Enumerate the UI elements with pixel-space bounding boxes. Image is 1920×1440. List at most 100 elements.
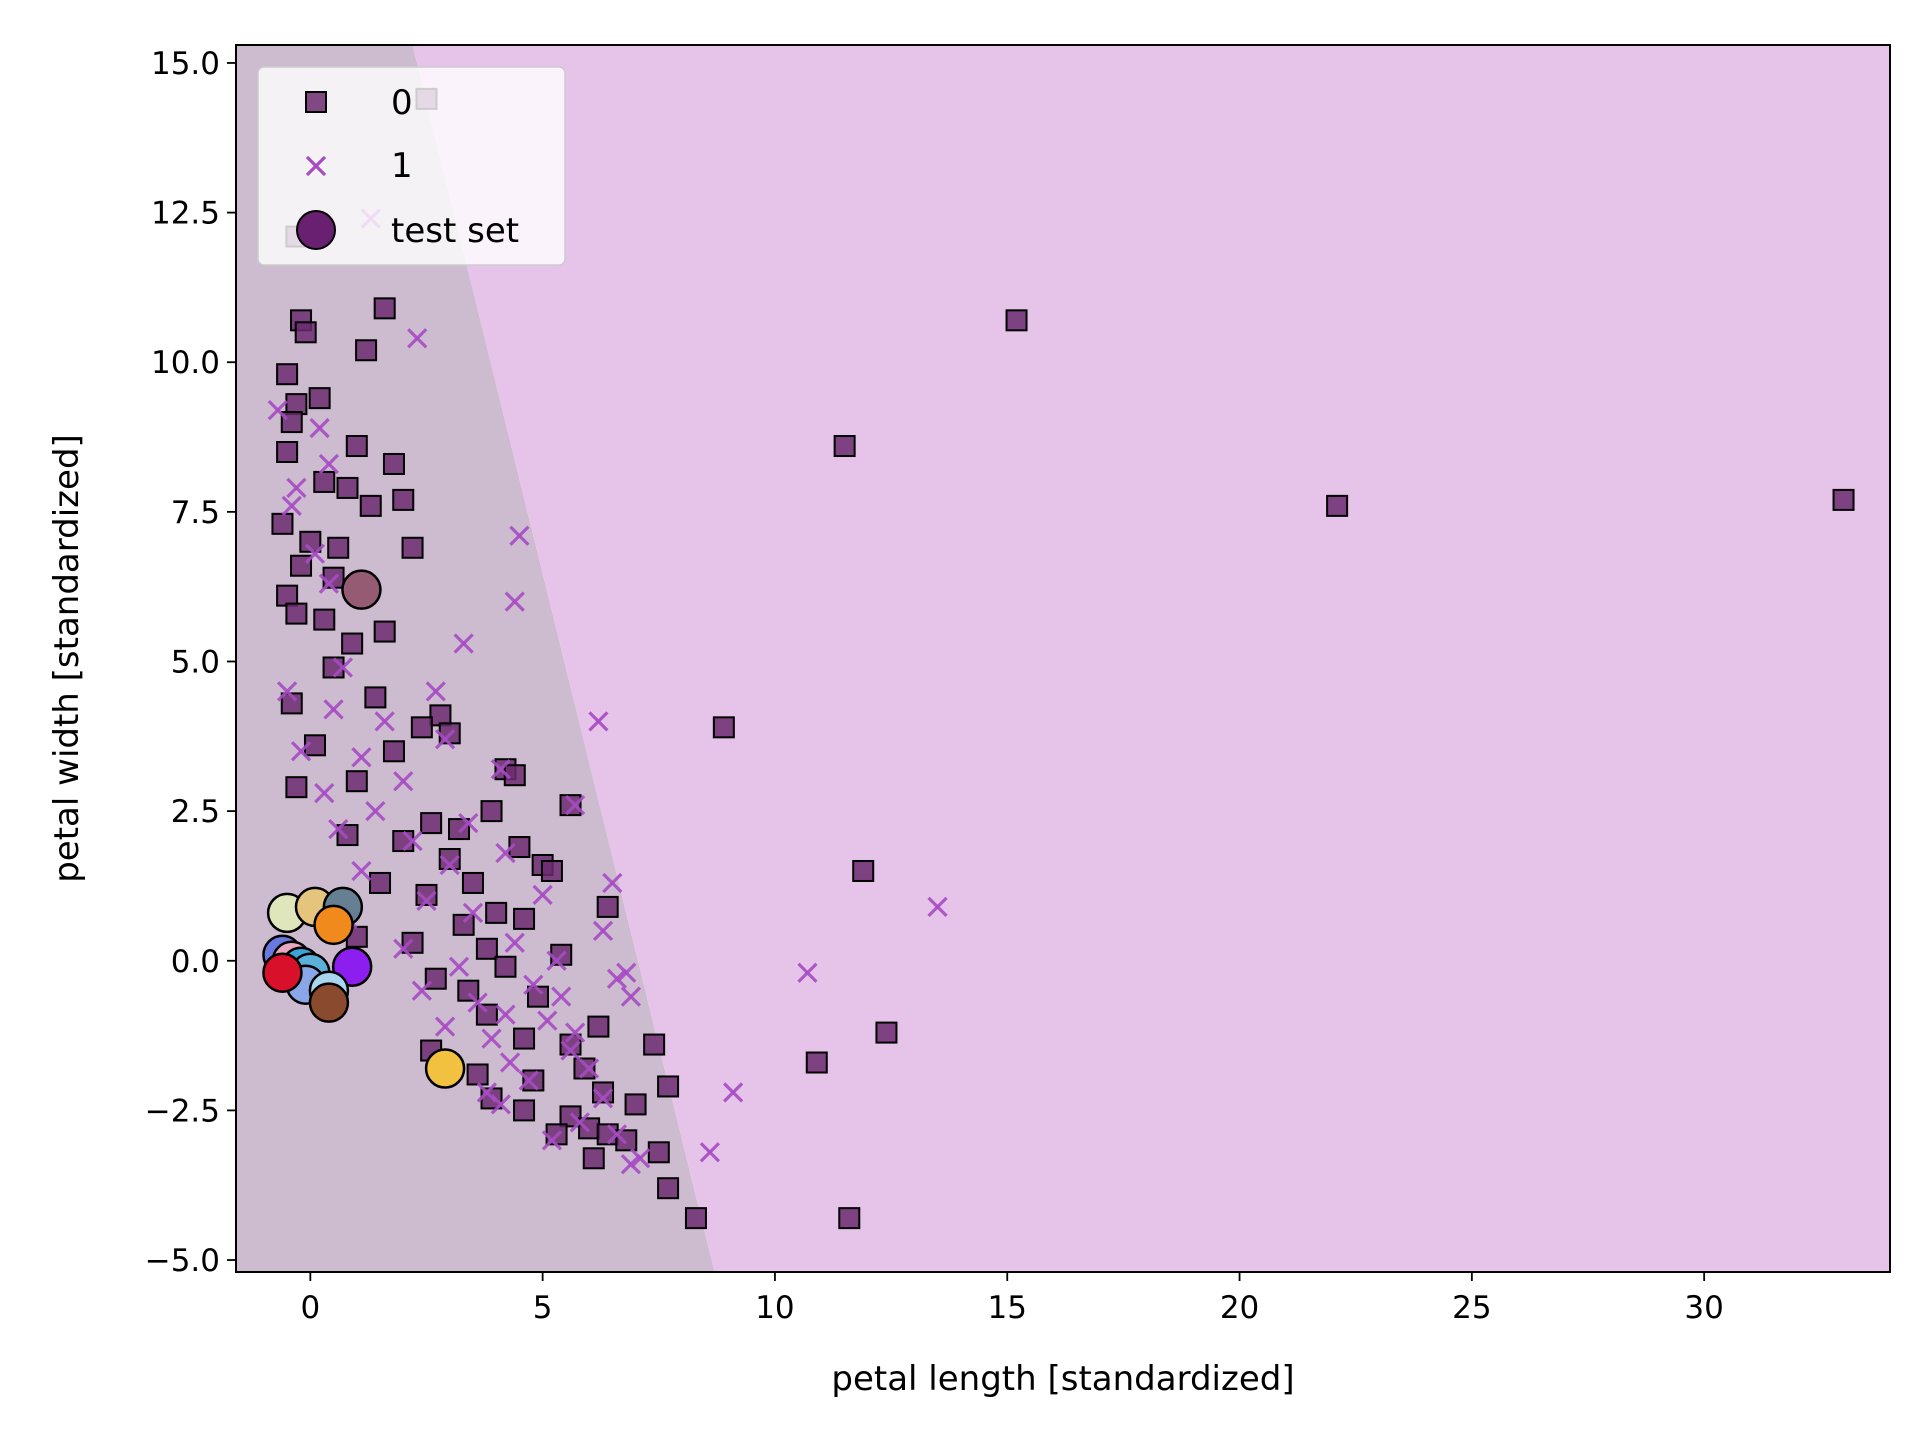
x-tick-label: 30 xyxy=(1684,1290,1723,1326)
x-tick-label: 0 xyxy=(300,1290,320,1326)
data-points xyxy=(262,87,1855,1230)
legend-marker-test-set xyxy=(296,210,336,250)
point-class-1 xyxy=(569,1112,590,1133)
point-class-1 xyxy=(606,1124,628,1145)
point-class-0 xyxy=(592,1081,615,1104)
point-class-0 xyxy=(345,770,368,793)
legend-box xyxy=(257,66,566,266)
point-class-1 xyxy=(537,1010,558,1031)
point-class-0 xyxy=(336,824,359,847)
point-class-0 xyxy=(657,1177,680,1200)
point-class-0 xyxy=(526,985,549,1008)
point-class-0 xyxy=(461,871,484,894)
point-class-0 xyxy=(373,620,396,643)
point-class-0 xyxy=(392,488,415,511)
y-tick-label: 10.0 xyxy=(151,345,220,381)
point-class-0 xyxy=(327,536,350,559)
axis-ticks: 0 5 10 15 20 25 30−5.0−2.50.02.55.07.510.012.5… xyxy=(145,46,1724,1326)
point-class-1 xyxy=(290,741,312,762)
point-class-0 xyxy=(1005,309,1028,332)
point-class-1 xyxy=(304,543,326,564)
point-class-1 xyxy=(402,830,423,852)
point-class-0 xyxy=(359,494,382,517)
point-class-1 xyxy=(523,974,544,995)
point-class-0 xyxy=(615,1129,638,1152)
point-class-1 xyxy=(351,747,372,768)
point-class-1 xyxy=(490,759,511,780)
y-tick-label: −2.5 xyxy=(145,1093,220,1129)
point-class-1 xyxy=(365,800,386,822)
y-tick-label: 0.0 xyxy=(171,944,220,980)
point-class-0 xyxy=(313,470,336,493)
point-class-1 xyxy=(467,992,488,1013)
decision-region-class-1 xyxy=(412,45,1891,1272)
point-class-0 xyxy=(480,800,503,823)
point-class-1 xyxy=(499,1052,521,1073)
point-test-set xyxy=(341,569,382,610)
point-class-0 xyxy=(280,692,303,715)
point-class-1 xyxy=(314,783,335,804)
point-class-0 xyxy=(596,895,619,918)
point-class-0 xyxy=(382,452,405,475)
point-class-1 xyxy=(565,795,586,816)
point-class-0 xyxy=(647,1141,670,1164)
point-class-0 xyxy=(294,321,317,344)
point-class-0 xyxy=(276,441,299,464)
point-class-1 xyxy=(927,896,948,918)
point-class-1 xyxy=(592,920,614,941)
point-class-1 xyxy=(425,681,446,702)
point-class-1 xyxy=(328,818,349,840)
point-class-0 xyxy=(540,859,563,882)
point-class-1 xyxy=(509,525,530,546)
point-class-0 xyxy=(559,1033,582,1056)
x-tick-label: 20 xyxy=(1220,1290,1259,1326)
point-class-1 xyxy=(620,986,642,1007)
x-tick-label: 5 xyxy=(533,1290,553,1326)
point-class-0 xyxy=(466,1063,489,1086)
point-class-0 xyxy=(373,297,396,320)
point-class-0 xyxy=(415,883,438,906)
point-class-1 xyxy=(518,1070,539,1091)
point-test-set xyxy=(262,952,303,993)
point-class-1 xyxy=(332,657,353,678)
point-class-0 xyxy=(299,530,322,553)
point-class-1 xyxy=(323,699,344,720)
point-class-1 xyxy=(699,1142,721,1163)
point-class-0 xyxy=(438,848,461,871)
point-class-0 xyxy=(559,1105,582,1128)
point-class-1 xyxy=(351,860,372,882)
plot-frame xyxy=(235,44,1891,1273)
point-class-1 xyxy=(722,1082,744,1103)
point-class-1 xyxy=(495,1004,516,1025)
point-class-1 xyxy=(551,986,572,1007)
point-class-0 xyxy=(382,740,405,763)
point-class-0 xyxy=(643,1033,666,1056)
point-test-set xyxy=(313,904,354,946)
point-class-0 xyxy=(271,512,294,535)
point-class-0 xyxy=(285,602,308,625)
point-class-1 xyxy=(318,453,340,475)
point-class-1 xyxy=(407,328,428,349)
point-class-1 xyxy=(578,1058,600,1079)
point-class-1 xyxy=(281,495,302,517)
point-class-1 xyxy=(560,1040,581,1061)
point-class-1 xyxy=(797,962,818,983)
point-class-1 xyxy=(458,812,479,834)
point-class-0 xyxy=(494,955,517,978)
point-class-1 xyxy=(276,681,298,702)
point-class-0 xyxy=(336,476,359,499)
point-class-1 xyxy=(393,771,414,792)
legend-marker-class-1 xyxy=(305,155,327,177)
point-class-1 xyxy=(434,1016,456,1037)
point-class-0 xyxy=(513,907,536,930)
y-axis-label: petal width [standardized] xyxy=(47,434,87,883)
point-class-0 xyxy=(452,913,475,936)
x-tick-label: 15 xyxy=(988,1290,1027,1326)
point-class-0 xyxy=(838,1207,861,1230)
point-class-0 xyxy=(513,1099,536,1122)
point-class-0 xyxy=(684,1207,707,1230)
point-class-1 xyxy=(495,842,516,864)
point-class-0 xyxy=(369,871,392,894)
point-class-1 xyxy=(616,962,637,983)
